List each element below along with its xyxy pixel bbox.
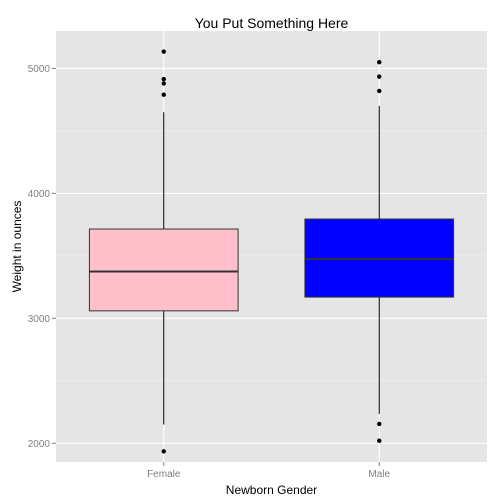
y-tick-label: 2000 [28, 439, 51, 450]
outlier-point [161, 92, 166, 97]
outlier-point [377, 438, 382, 443]
chart-title: You Put Something Here [195, 15, 349, 31]
outlier-point [377, 421, 382, 427]
grid-lines [56, 31, 487, 462]
x-tick-label: Female [147, 469, 181, 480]
outlier-point [377, 74, 382, 79]
box-body [88, 228, 239, 312]
outlier-point [161, 449, 166, 454]
y-tick-label: 4000 [28, 189, 51, 200]
outlier-point [377, 60, 382, 65]
y-axis: 2000 3000 4000 5000 [28, 64, 56, 450]
boxes-layer [88, 49, 455, 454]
x-axis-title: Newborn Gender [226, 483, 317, 497]
outlier-point [161, 81, 166, 86]
box-male [304, 60, 455, 443]
box-female [88, 49, 239, 454]
y-tick-label: 3000 [28, 314, 51, 325]
y-axis-title: Weight in ounces [10, 201, 24, 293]
outlier-point [161, 49, 166, 54]
outlier-point [161, 76, 166, 82]
x-tick-label: Male [368, 469, 390, 480]
outlier-point [377, 88, 382, 94]
y-tick-label: 5000 [28, 64, 51, 75]
x-axis: Female Male [147, 462, 391, 480]
